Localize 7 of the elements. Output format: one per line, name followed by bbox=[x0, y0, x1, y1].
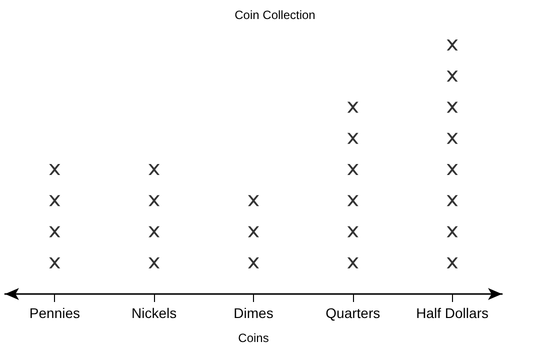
x-tick-label: Quarters bbox=[326, 305, 380, 321]
x-tick-label: Nickels bbox=[132, 305, 177, 321]
chart-title: Coin Collection bbox=[234, 8, 316, 22]
x-axis-title: Coins bbox=[238, 331, 269, 345]
x-tick-label: Pennies bbox=[29, 305, 80, 321]
x-tick-label: Half Dollars bbox=[416, 305, 488, 321]
x-tick-label: Dimes bbox=[234, 305, 274, 321]
